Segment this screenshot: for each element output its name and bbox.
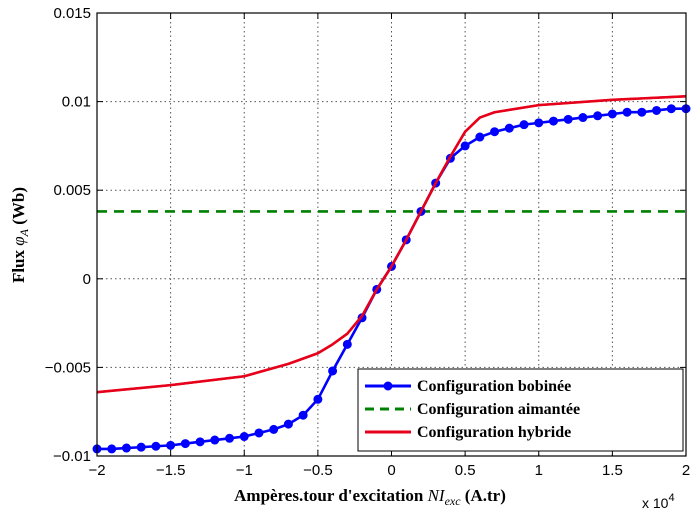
series-point — [519, 120, 529, 130]
x-axis-title-unit: (A.tr) — [461, 486, 506, 505]
y-axis-title-unit: (Wb) — [9, 187, 28, 229]
series-point — [283, 419, 293, 429]
series-point — [548, 116, 558, 126]
series-point — [180, 439, 190, 449]
series-point — [254, 428, 264, 438]
x-tick-label: −2 — [88, 462, 105, 479]
x-axis-title-math: NI — [427, 486, 446, 505]
y-axis-title-math: φ — [9, 236, 28, 245]
series-point — [225, 433, 235, 443]
x-tick-label: −0.5 — [303, 462, 333, 479]
x-tick-label: 0 — [387, 462, 395, 479]
x-tick-label: −1 — [236, 462, 253, 479]
series-point — [504, 123, 514, 133]
series-point — [578, 113, 588, 123]
series-point — [210, 435, 220, 445]
x-axis-title-sub: exc — [445, 494, 462, 508]
y-axis-title: Flux φA (Wb) — [9, 187, 31, 283]
series-point — [121, 443, 131, 453]
series-point — [534, 118, 544, 128]
series-point — [490, 127, 500, 137]
series-point — [166, 440, 176, 450]
y-tick-label: 0.01 — [62, 94, 91, 111]
series-line-hybride-overlay — [96, 95, 687, 394]
series-point — [195, 437, 205, 447]
x-tick-label: 0.5 — [455, 462, 476, 479]
x-tick-label: 1 — [535, 462, 543, 479]
y-tick-label: 0.015 — [53, 5, 91, 22]
series-point — [136, 442, 146, 452]
series-point — [563, 114, 573, 124]
series-point — [607, 109, 617, 119]
x-axis-exponent-base: x 10 — [642, 495, 669, 511]
x-axis-exponent-power: 4 — [668, 492, 674, 504]
y-tick-label: −0.005 — [45, 359, 91, 376]
legend-marker-bobinee — [383, 381, 393, 391]
y-axis-title-sub: A — [17, 228, 31, 237]
series-point — [342, 339, 352, 349]
series-point — [622, 107, 632, 117]
series-point — [239, 432, 249, 442]
series-point — [151, 441, 161, 451]
y-tick-label: −0.01 — [53, 448, 91, 465]
legend: Configuration bobinée Configuration aima… — [357, 368, 684, 452]
legend-box — [357, 368, 684, 452]
series-point — [666, 104, 676, 114]
series-point — [269, 424, 279, 434]
series-point — [107, 444, 117, 454]
series-point — [460, 141, 470, 151]
series-layer — [92, 94, 691, 454]
legend-label-hybride: Configuration hybride — [417, 424, 571, 441]
y-axis-title-text: Flux — [9, 246, 28, 283]
ticks: −2 −1.5 −1 −0.5 0 0.5 1 1.5 2 −0.01 −0.005 0 0.005 0.… — [45, 5, 690, 479]
x-axis-title: Ampères.tour d'excitation NIexc (A.tr) — [234, 486, 506, 508]
series-point — [475, 132, 485, 142]
legend-label-aimantee: Configuration aimantée — [417, 401, 580, 418]
x-tick-label: 1.5 — [602, 462, 623, 479]
x-tick-label: −1.5 — [156, 462, 186, 479]
series-point — [298, 410, 308, 420]
y-tick-label: 0.005 — [53, 182, 91, 199]
x-axis-exponent: x 104 — [642, 492, 675, 511]
x-axis-title-text: Ampères.tour d'excitation — [234, 486, 427, 505]
y-tick-label: 0 — [83, 271, 91, 288]
series-point — [313, 394, 323, 404]
series-point — [652, 105, 662, 115]
series-point — [593, 111, 603, 121]
series-point — [637, 107, 647, 117]
x-tick-label: 2 — [682, 462, 690, 479]
series-point — [328, 366, 338, 376]
legend-label-bobinee: Configuration bobinée — [417, 378, 571, 395]
